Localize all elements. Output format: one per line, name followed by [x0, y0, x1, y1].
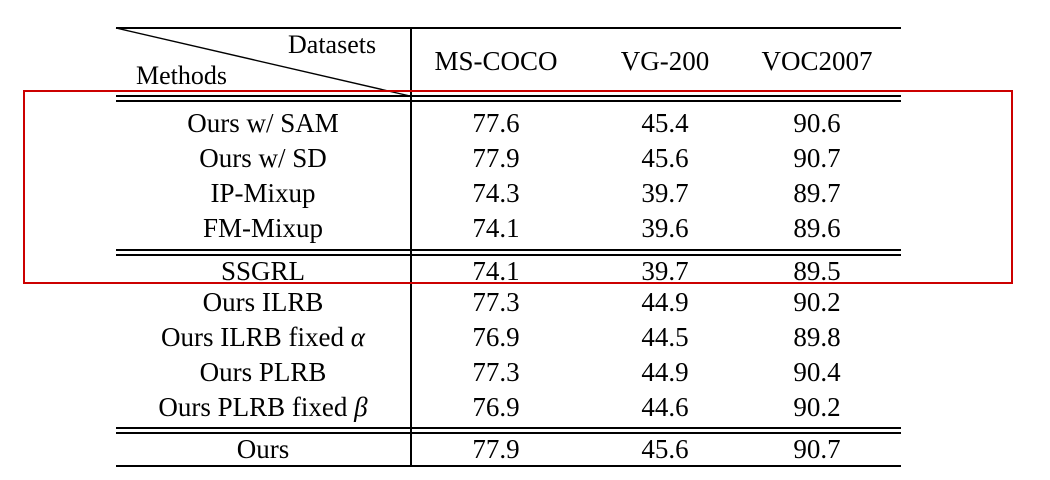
row-method: FM-Mixup	[202, 213, 324, 243]
row-value-voc2007: 89.6	[793, 213, 841, 243]
alpha-symbol: α	[350, 322, 365, 352]
row-value-voc2007: 90.7	[793, 143, 841, 173]
column-header-voc2007: VOC2007	[761, 46, 873, 76]
bottom-double-rule-upper	[116, 427, 901, 429]
row-value-ms-coco: 77.9	[472, 143, 520, 173]
datasets-label: Datasets	[288, 30, 377, 59]
row-value-ms-coco: 77.9	[472, 434, 520, 464]
header-double-rule-upper	[116, 95, 901, 97]
row-value-ms-coco: 76.9	[472, 322, 520, 352]
highlight-box	[23, 90, 1013, 284]
row-method: Ours ILRB fixed α	[116, 322, 410, 352]
row-value-voc2007: 90.2	[793, 287, 841, 317]
column-header-vg-200: VG-200	[620, 46, 710, 76]
row-value-vg-200: 39.6	[641, 213, 689, 243]
column-header-ms-coco: MS-COCO	[434, 46, 558, 76]
row-value-vg-200: 44.9	[641, 357, 689, 387]
row-value-vg-200: 39.7	[641, 178, 689, 208]
row-value-ms-coco: 77.3	[472, 357, 520, 387]
beta-symbol: β	[354, 392, 368, 422]
top-rule	[116, 27, 901, 29]
row-value-voc2007: 90.6	[793, 108, 841, 138]
header-diagonal-line	[115, 27, 411, 97]
row-value-voc2007: 89.7	[793, 178, 841, 208]
row-method: Ours	[236, 434, 290, 464]
row-method: Ours ILRB	[202, 287, 324, 317]
row-value-vg-200: 45.6	[641, 434, 689, 464]
row-method-text: Ours PLRB fixed	[158, 392, 355, 422]
row-method-text: Ours ILRB fixed	[161, 322, 351, 352]
row-method: Ours PLRB fixed β	[116, 392, 410, 422]
bottom-rule	[116, 465, 901, 467]
row-value-voc2007: 89.8	[793, 322, 841, 352]
row-method: Ours PLRB	[199, 357, 327, 387]
row-method: Ours w/ SD	[199, 143, 327, 173]
mid-double-rule-upper	[116, 249, 901, 251]
row-value-vg-200: 44.5	[641, 322, 689, 352]
bottom-double-rule-lower	[116, 432, 901, 434]
row-method: IP-Mixup	[210, 178, 316, 208]
row-method: SSGRL	[220, 256, 306, 286]
column-separator	[410, 27, 412, 467]
header-double-rule-lower	[116, 100, 901, 102]
row-value-ms-coco: 74.1	[472, 213, 520, 243]
row-value-ms-coco: 76.9	[472, 392, 520, 422]
row-value-ms-coco: 74.1	[472, 256, 520, 286]
row-value-voc2007: 90.2	[793, 392, 841, 422]
row-value-vg-200: 39.7	[641, 256, 689, 286]
row-method: Ours w/ SAM	[187, 108, 339, 138]
row-value-vg-200: 44.6	[641, 392, 689, 422]
mid-double-rule-lower	[116, 254, 901, 256]
row-value-ms-coco: 74.3	[472, 178, 520, 208]
row-value-voc2007: 89.5	[793, 256, 841, 286]
methods-label: Methods	[136, 61, 227, 90]
row-value-vg-200: 45.4	[641, 108, 689, 138]
row-value-voc2007: 90.7	[793, 434, 841, 464]
row-value-ms-coco: 77.6	[472, 108, 520, 138]
row-value-vg-200: 44.9	[641, 287, 689, 317]
row-value-voc2007: 90.4	[793, 357, 841, 387]
row-value-ms-coco: 77.3	[472, 287, 520, 317]
row-value-vg-200: 45.6	[641, 143, 689, 173]
